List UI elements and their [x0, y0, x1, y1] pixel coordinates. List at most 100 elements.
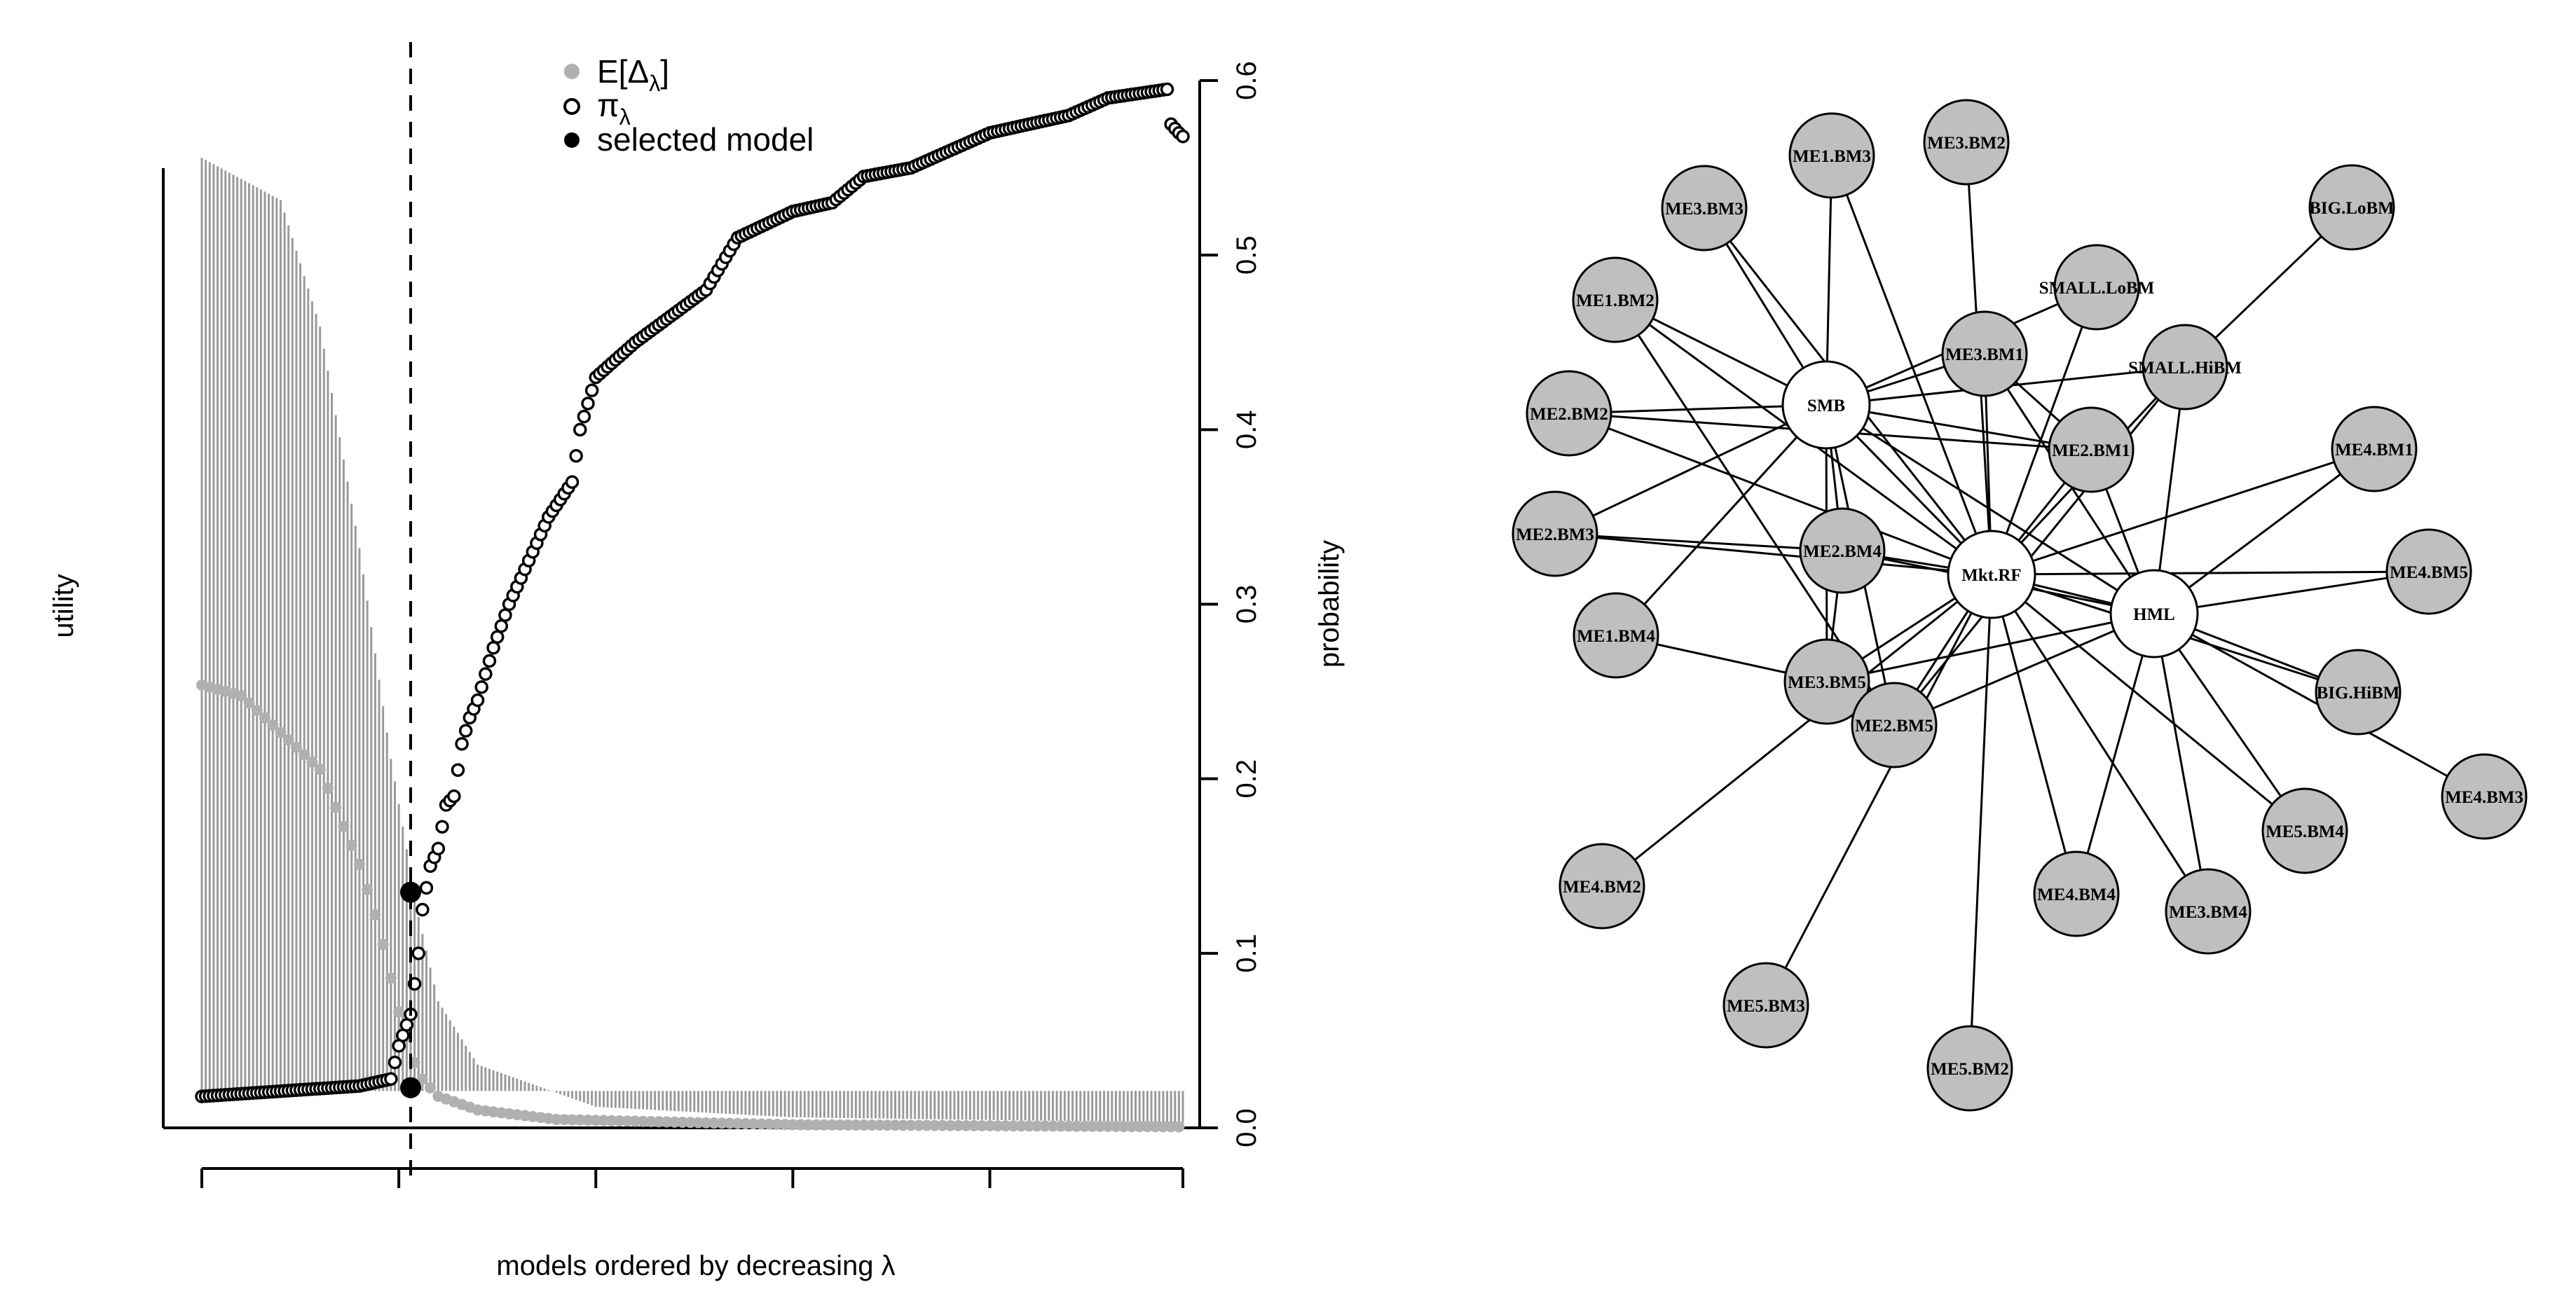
- probability-point: [455, 737, 469, 751]
- node-circle: [2142, 324, 2228, 411]
- expected-utility-point: [425, 1082, 437, 1094]
- network-node: ME3.BM3: [1661, 165, 1748, 251]
- probability-point: [416, 902, 430, 917]
- network-edge: [1990, 574, 2078, 895]
- expected-utility-point: [1039, 1120, 1051, 1132]
- node-circle: [2048, 406, 2135, 493]
- selected-model-probability-point: [399, 881, 421, 903]
- probability-point: [435, 820, 449, 834]
- node-label: ME5.BM2: [1931, 1060, 2009, 1079]
- expected-utility-point: [299, 749, 310, 761]
- network-edge: [1825, 404, 2092, 451]
- expected-utility-point: [661, 1116, 673, 1128]
- node-label: ME1.BM3: [1793, 147, 1871, 166]
- expected-utility-point: [345, 839, 357, 851]
- network-node: BIG.LoBM: [2308, 164, 2395, 251]
- legend-label-selected: selected model: [597, 121, 814, 158]
- expected-utility-point: [622, 1115, 633, 1127]
- network-edge: [2075, 613, 2156, 895]
- network-edges: [1554, 142, 2485, 1069]
- expected-utility-point: [393, 1006, 405, 1018]
- probability-point: [411, 946, 425, 960]
- expected-utility-point: [755, 1118, 767, 1130]
- node-circle: [1661, 165, 1748, 251]
- expected-utility-point: [999, 1120, 1011, 1132]
- node-circle: [1851, 682, 1938, 768]
- x-ticks: [200, 1168, 1184, 1188]
- node-circle: [1512, 490, 1598, 577]
- probability-point: [577, 409, 591, 424]
- network-edge: [2153, 613, 2210, 912]
- probability-point: [447, 789, 461, 804]
- network-node: ME3.BM2: [1923, 99, 2010, 186]
- hub-node-circle: [1781, 360, 1871, 450]
- utility-probability-chart: 0.0 0.1 0.2 0.3 0.4 0.5 0.6 utility probabilit…: [48, 42, 1345, 1281]
- node-circle: [1573, 592, 1659, 679]
- probability-point: [573, 422, 587, 437]
- expected-utility-point: [850, 1119, 862, 1131]
- network-node: ME4.BM1: [2331, 406, 2418, 492]
- network-node: ME1.BM2: [1572, 256, 1659, 343]
- expected-utility-point: [314, 764, 326, 775]
- expected-utility-point: [865, 1119, 877, 1131]
- expected-utility-point: [267, 719, 279, 731]
- expected-utility-point: [842, 1119, 854, 1131]
- expected-utility-point: [795, 1119, 807, 1131]
- y2-tick-label: 0.0: [1231, 1108, 1262, 1147]
- selected-model-points: [399, 881, 421, 1098]
- node-label: ME4.BM4: [2037, 885, 2116, 904]
- probability-point: [470, 693, 485, 708]
- expected-utility-point: [251, 705, 263, 717]
- node-label: SMB: [1807, 397, 1845, 415]
- node-circle: [1926, 1025, 2013, 1112]
- expected-utility-point: [882, 1119, 893, 1131]
- network-edge: [1990, 287, 2098, 575]
- expected-utility-point: [1173, 1121, 1185, 1133]
- expected-utility-point: [1149, 1121, 1161, 1133]
- hub-node-circle: [2109, 569, 2199, 659]
- network-edge: [1615, 404, 1828, 637]
- node-label: ME3.BM1: [1945, 345, 2024, 364]
- network-nodes: ME1.BM3 ME3.BM2 ME3.BM3 BIG.LoBM ME1.BM2 SMAL…: [1512, 99, 2528, 1112]
- y-axis-label: utility: [48, 574, 79, 637]
- node-label: ME2.BM2: [1530, 405, 1608, 424]
- expected-utility-point: [763, 1118, 775, 1130]
- node-label: ME2.BM4: [1803, 542, 1882, 561]
- network-node: ME4.BM5: [2385, 528, 2472, 615]
- probability-point: [498, 608, 512, 622]
- network-edge: [1991, 448, 2375, 576]
- expected-utility-point: [700, 1117, 712, 1129]
- probability-point: [482, 654, 497, 668]
- expected-utility-point: [1062, 1120, 1074, 1132]
- expected-utility-point: [551, 1113, 563, 1125]
- probability-point: [451, 763, 465, 777]
- node-label: ME1.BM2: [1576, 291, 1654, 310]
- legend-marker-probability: [563, 98, 580, 115]
- expected-utility-point: [645, 1115, 657, 1127]
- expected-utility-point: [1125, 1121, 1137, 1133]
- probability-ticks: 0.0 0.1 0.2 0.3 0.4 0.5 0.6: [1200, 61, 1262, 1147]
- node-circle: [2261, 787, 2348, 874]
- probability-point: [388, 1055, 402, 1070]
- expected-utility-point: [1078, 1120, 1090, 1132]
- expected-utility-point: [748, 1118, 760, 1130]
- node-label: ME1.BM4: [1577, 627, 1655, 646]
- network-node: ME2.BM1: [2048, 406, 2135, 493]
- expected-utility-point: [275, 726, 287, 738]
- expected-utility-point: [732, 1117, 744, 1129]
- node-circle: [1923, 99, 2010, 186]
- node-circle: [1572, 256, 1659, 343]
- expected-utility-point: [322, 782, 334, 794]
- network-node: SMALL.HiBM: [2128, 324, 2242, 411]
- probability-points: [195, 82, 1190, 1103]
- probability-point: [479, 667, 493, 681]
- network-edge: [1554, 404, 1827, 535]
- expected-utility-point: [566, 1114, 578, 1126]
- expected-utility-point: [629, 1115, 641, 1127]
- network-node: ME2.BM2: [1526, 370, 1612, 457]
- node-label: SMALL.LoBM: [2039, 279, 2155, 298]
- expected-utility-point: [338, 820, 350, 832]
- expected-utility-point: [353, 858, 365, 870]
- expected-utility-point: [1015, 1120, 1027, 1132]
